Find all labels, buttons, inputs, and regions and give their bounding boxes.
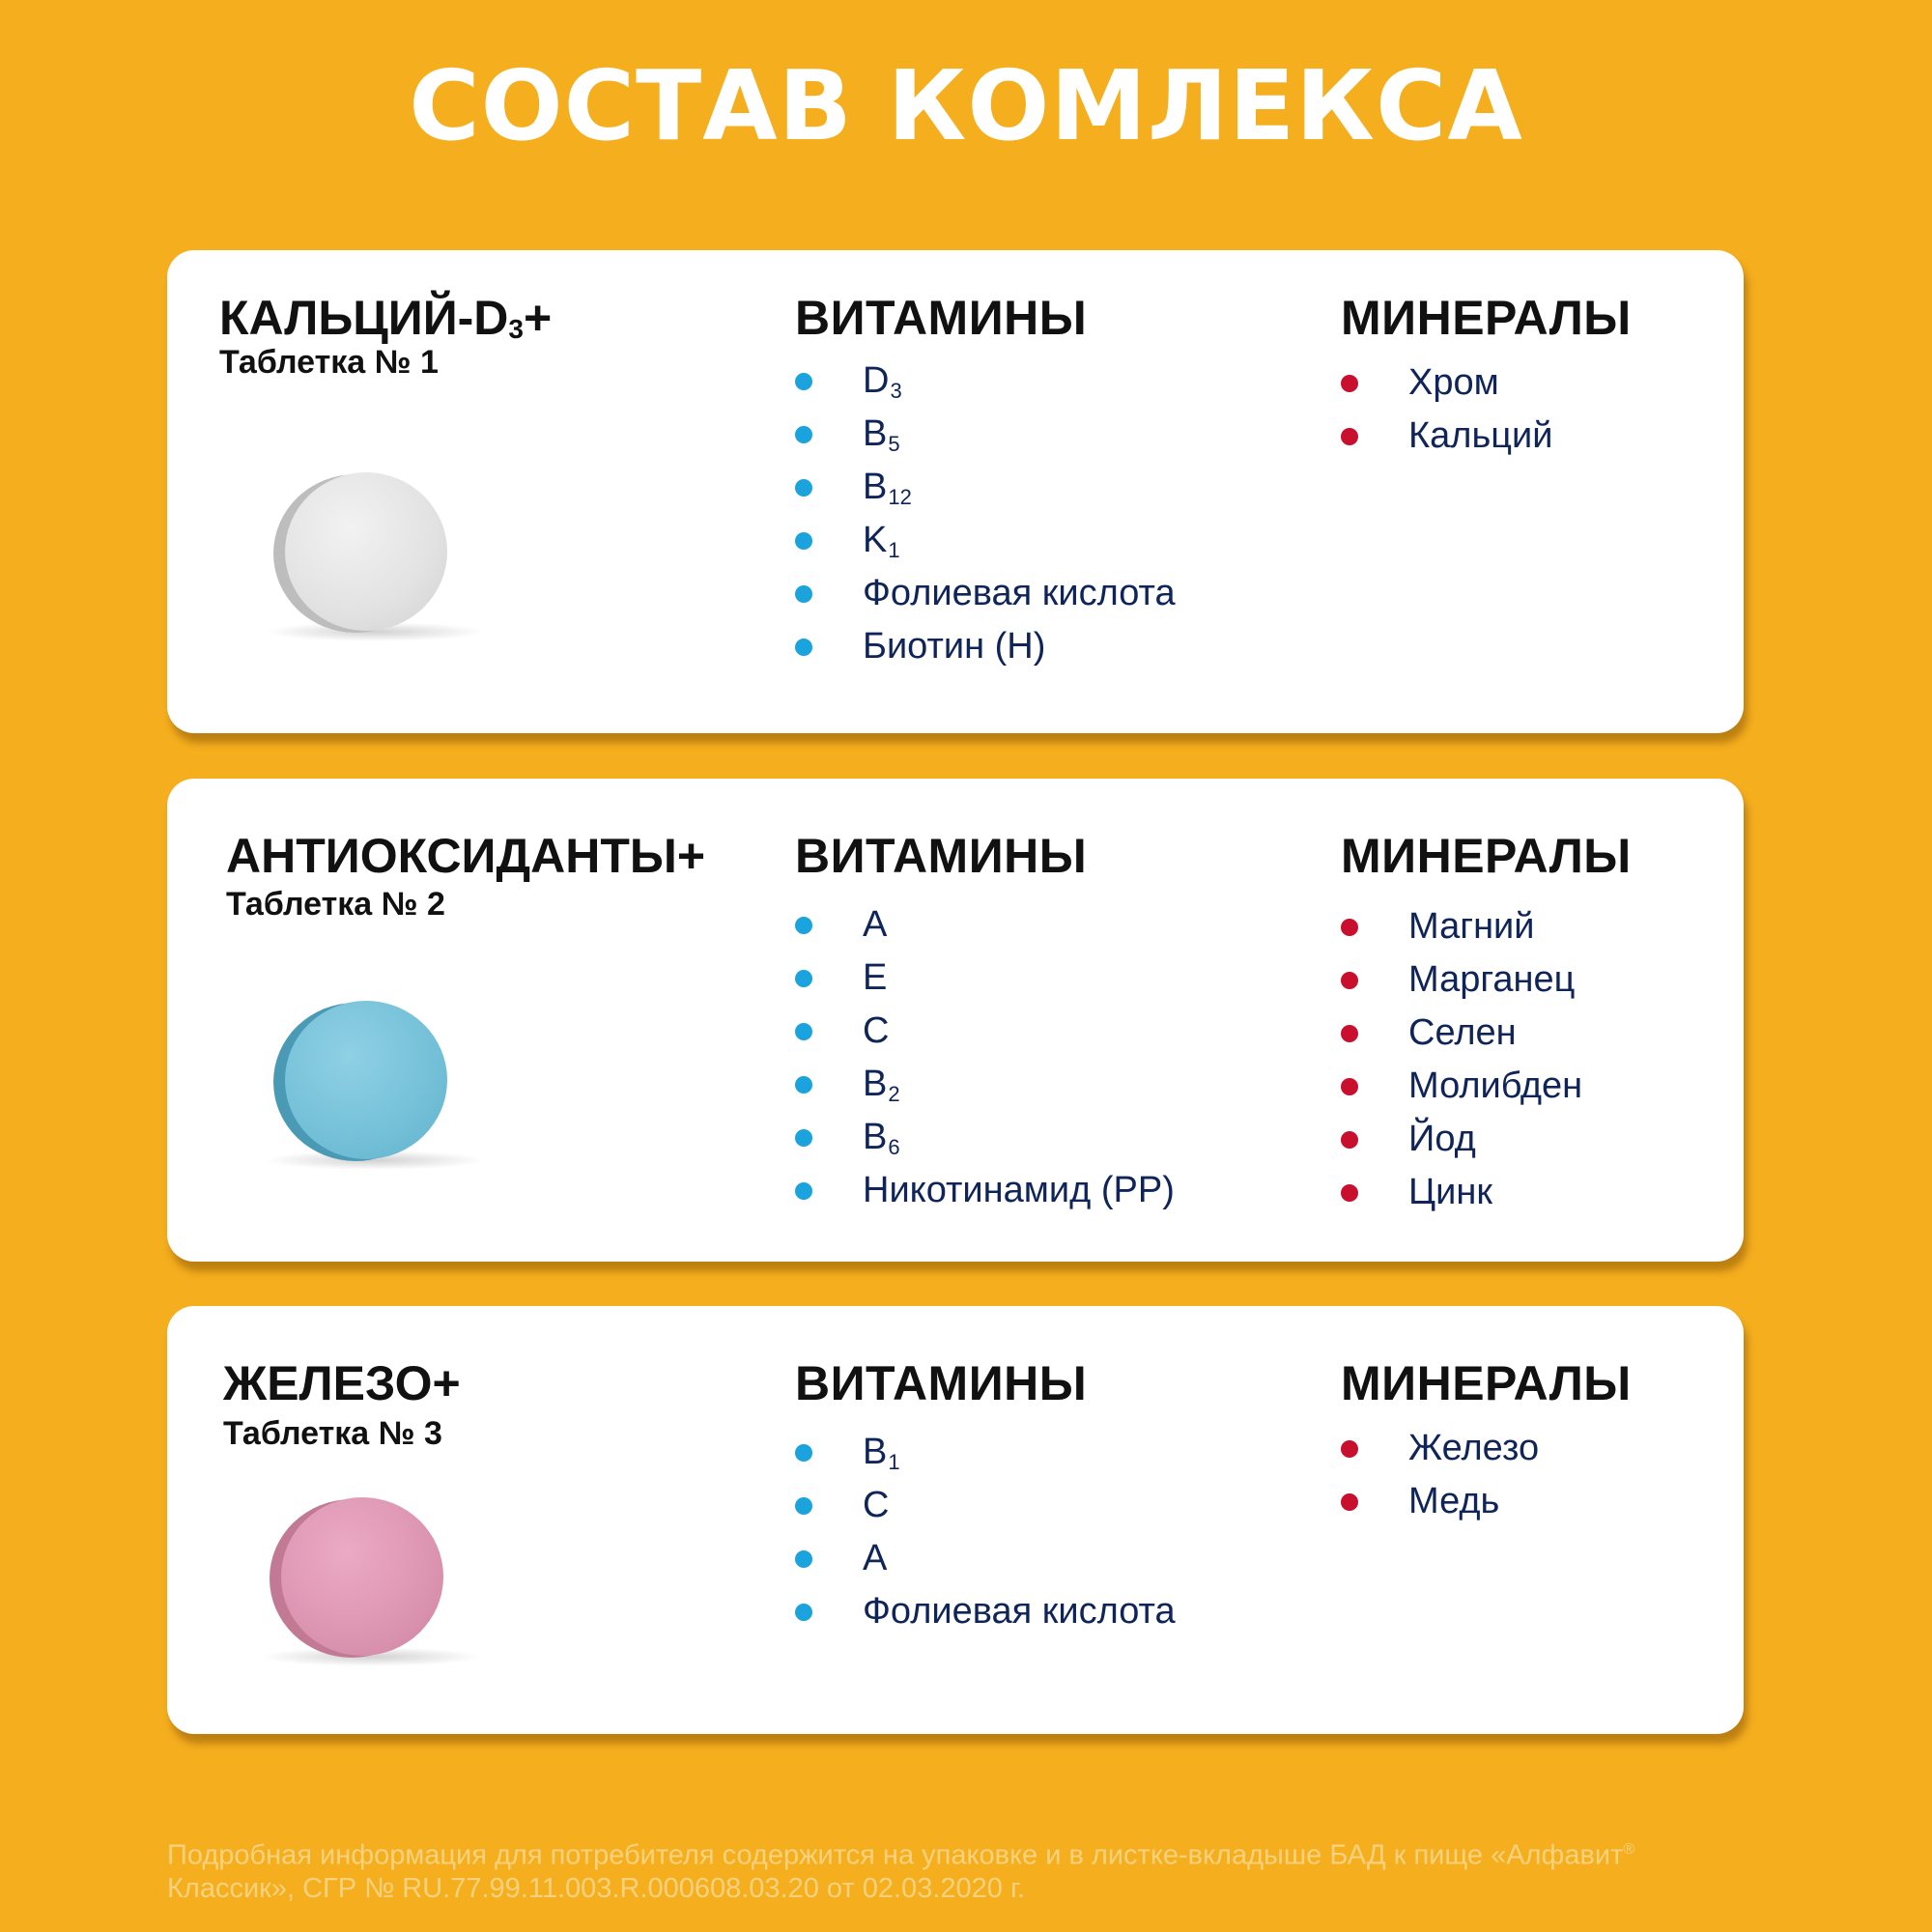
red-dot-icon bbox=[1341, 1184, 1358, 1202]
tablet-card-2: АНТИОКСИДАНТЫ+ Таблетка № 2 ВИТАМИНЫ A E… bbox=[167, 779, 1744, 1262]
blue-dot-icon bbox=[795, 1182, 812, 1200]
blue-dot-icon bbox=[795, 1444, 812, 1462]
blue-dot-icon bbox=[795, 1129, 812, 1147]
minerals-list: Магний Марганец Селен Молибден Йод Цинк bbox=[1341, 900, 1582, 1219]
list-item: Биотин (Н) bbox=[795, 620, 1177, 673]
blue-dot-icon bbox=[795, 585, 812, 603]
blue-dot-icon bbox=[795, 1550, 812, 1568]
blue-dot-icon bbox=[795, 373, 812, 390]
list-item: Молибден bbox=[1341, 1060, 1582, 1113]
list-item: Селен bbox=[1341, 1007, 1582, 1060]
list-item: B6 bbox=[795, 1111, 1176, 1164]
list-item: Хром bbox=[1341, 356, 1552, 410]
red-dot-icon bbox=[1341, 1493, 1358, 1511]
list-item: Йод bbox=[1341, 1113, 1582, 1166]
list-item: Никотинамид (РР) bbox=[795, 1164, 1176, 1217]
card-name: КАЛЬЦИЙ-D3+ bbox=[219, 291, 553, 345]
list-item: C bbox=[795, 1479, 1177, 1532]
list-item: Марганец bbox=[1341, 953, 1582, 1007]
blue-dot-icon bbox=[795, 479, 812, 497]
blue-dot-icon bbox=[795, 426, 812, 443]
card-name: ЖЕЛЕЗО+ bbox=[223, 1356, 461, 1410]
list-item: Кальций bbox=[1341, 410, 1552, 463]
blue-dot-icon bbox=[795, 1076, 812, 1094]
minerals-title: МИНЕРАЛЫ bbox=[1341, 1356, 1632, 1410]
vitamins-list: A E C B2 B6 Никотинамид (РР) bbox=[795, 898, 1176, 1217]
list-item: C bbox=[795, 1005, 1176, 1058]
tablet-image-blue bbox=[254, 991, 486, 1184]
blue-dot-icon bbox=[795, 532, 812, 550]
red-dot-icon bbox=[1341, 1440, 1358, 1458]
red-dot-icon bbox=[1341, 972, 1358, 989]
tablet-card-1: КАЛЬЦИЙ-D3+ Таблетка № 1 ВИТАМИНЫ D3 B5 … bbox=[167, 250, 1744, 733]
page-title: СОСТАВ КОМЛЕКСА bbox=[409, 49, 1523, 162]
list-item: B1 bbox=[795, 1426, 1177, 1479]
vitamins-title: ВИТАМИНЫ bbox=[795, 291, 1088, 345]
red-dot-icon bbox=[1341, 919, 1358, 936]
red-dot-icon bbox=[1341, 1131, 1358, 1149]
red-dot-icon bbox=[1341, 1078, 1358, 1095]
tablet-image-pink bbox=[250, 1488, 482, 1681]
card-name: АНТИОКСИДАНТЫ+ bbox=[226, 829, 706, 883]
minerals-title: МИНЕРАЛЫ bbox=[1341, 291, 1632, 345]
list-item: Магний bbox=[1341, 900, 1582, 953]
footer-line-2: Классик», СГР № RU.77.99.11.003.R.000608… bbox=[167, 1872, 1026, 1904]
blue-dot-icon bbox=[795, 917, 812, 934]
list-item: K1 bbox=[795, 514, 1177, 567]
list-item: D3 bbox=[795, 355, 1177, 408]
tablet-label: Таблетка № 2 bbox=[226, 886, 445, 923]
footer-line-1: Подробная информация для потребителя сод… bbox=[167, 1839, 1624, 1871]
tablet-label: Таблетка № 3 bbox=[223, 1415, 442, 1452]
list-item: Цинк bbox=[1341, 1166, 1582, 1219]
footer-disclaimer: Подробная информация для потребителя сод… bbox=[167, 1833, 1809, 1905]
list-item: A bbox=[795, 1532, 1177, 1585]
blue-dot-icon bbox=[795, 639, 812, 656]
vitamins-list: D3 B5 B12 K1 Фолиевая кислота Биотин (Н) bbox=[795, 355, 1177, 673]
list-item: Железо bbox=[1341, 1422, 1539, 1475]
tablet-card-3: ЖЕЛЕЗО+ Таблетка № 3 ВИТАМИНЫ B1 C A Фол… bbox=[167, 1306, 1744, 1734]
red-dot-icon bbox=[1341, 1025, 1358, 1042]
minerals-list: Железо Медь bbox=[1341, 1422, 1539, 1528]
vitamins-title: ВИТАМИНЫ bbox=[795, 829, 1088, 883]
minerals-list: Хром Кальций bbox=[1341, 356, 1552, 463]
vitamins-list: B1 C A Фолиевая кислота bbox=[795, 1426, 1177, 1638]
blue-dot-icon bbox=[795, 970, 812, 987]
list-item: B2 bbox=[795, 1058, 1176, 1111]
blue-dot-icon bbox=[795, 1497, 812, 1515]
list-item: Медь bbox=[1341, 1475, 1539, 1528]
blue-dot-icon bbox=[795, 1604, 812, 1621]
minerals-title: МИНЕРАЛЫ bbox=[1341, 829, 1632, 883]
list-item: B5 bbox=[795, 408, 1177, 461]
tablet-image-white bbox=[254, 463, 486, 656]
red-dot-icon bbox=[1341, 428, 1358, 445]
list-item: Фолиевая кислота bbox=[795, 567, 1177, 620]
list-item: A bbox=[795, 898, 1176, 952]
list-item: B12 bbox=[795, 461, 1177, 514]
blue-dot-icon bbox=[795, 1023, 812, 1040]
list-item: Фолиевая кислота bbox=[795, 1585, 1177, 1638]
red-dot-icon bbox=[1341, 375, 1358, 392]
vitamins-title: ВИТАМИНЫ bbox=[795, 1356, 1088, 1410]
registered-mark: ® bbox=[1623, 1841, 1635, 1858]
list-item: E bbox=[795, 952, 1176, 1005]
tablet-label: Таблетка № 1 bbox=[219, 344, 439, 381]
